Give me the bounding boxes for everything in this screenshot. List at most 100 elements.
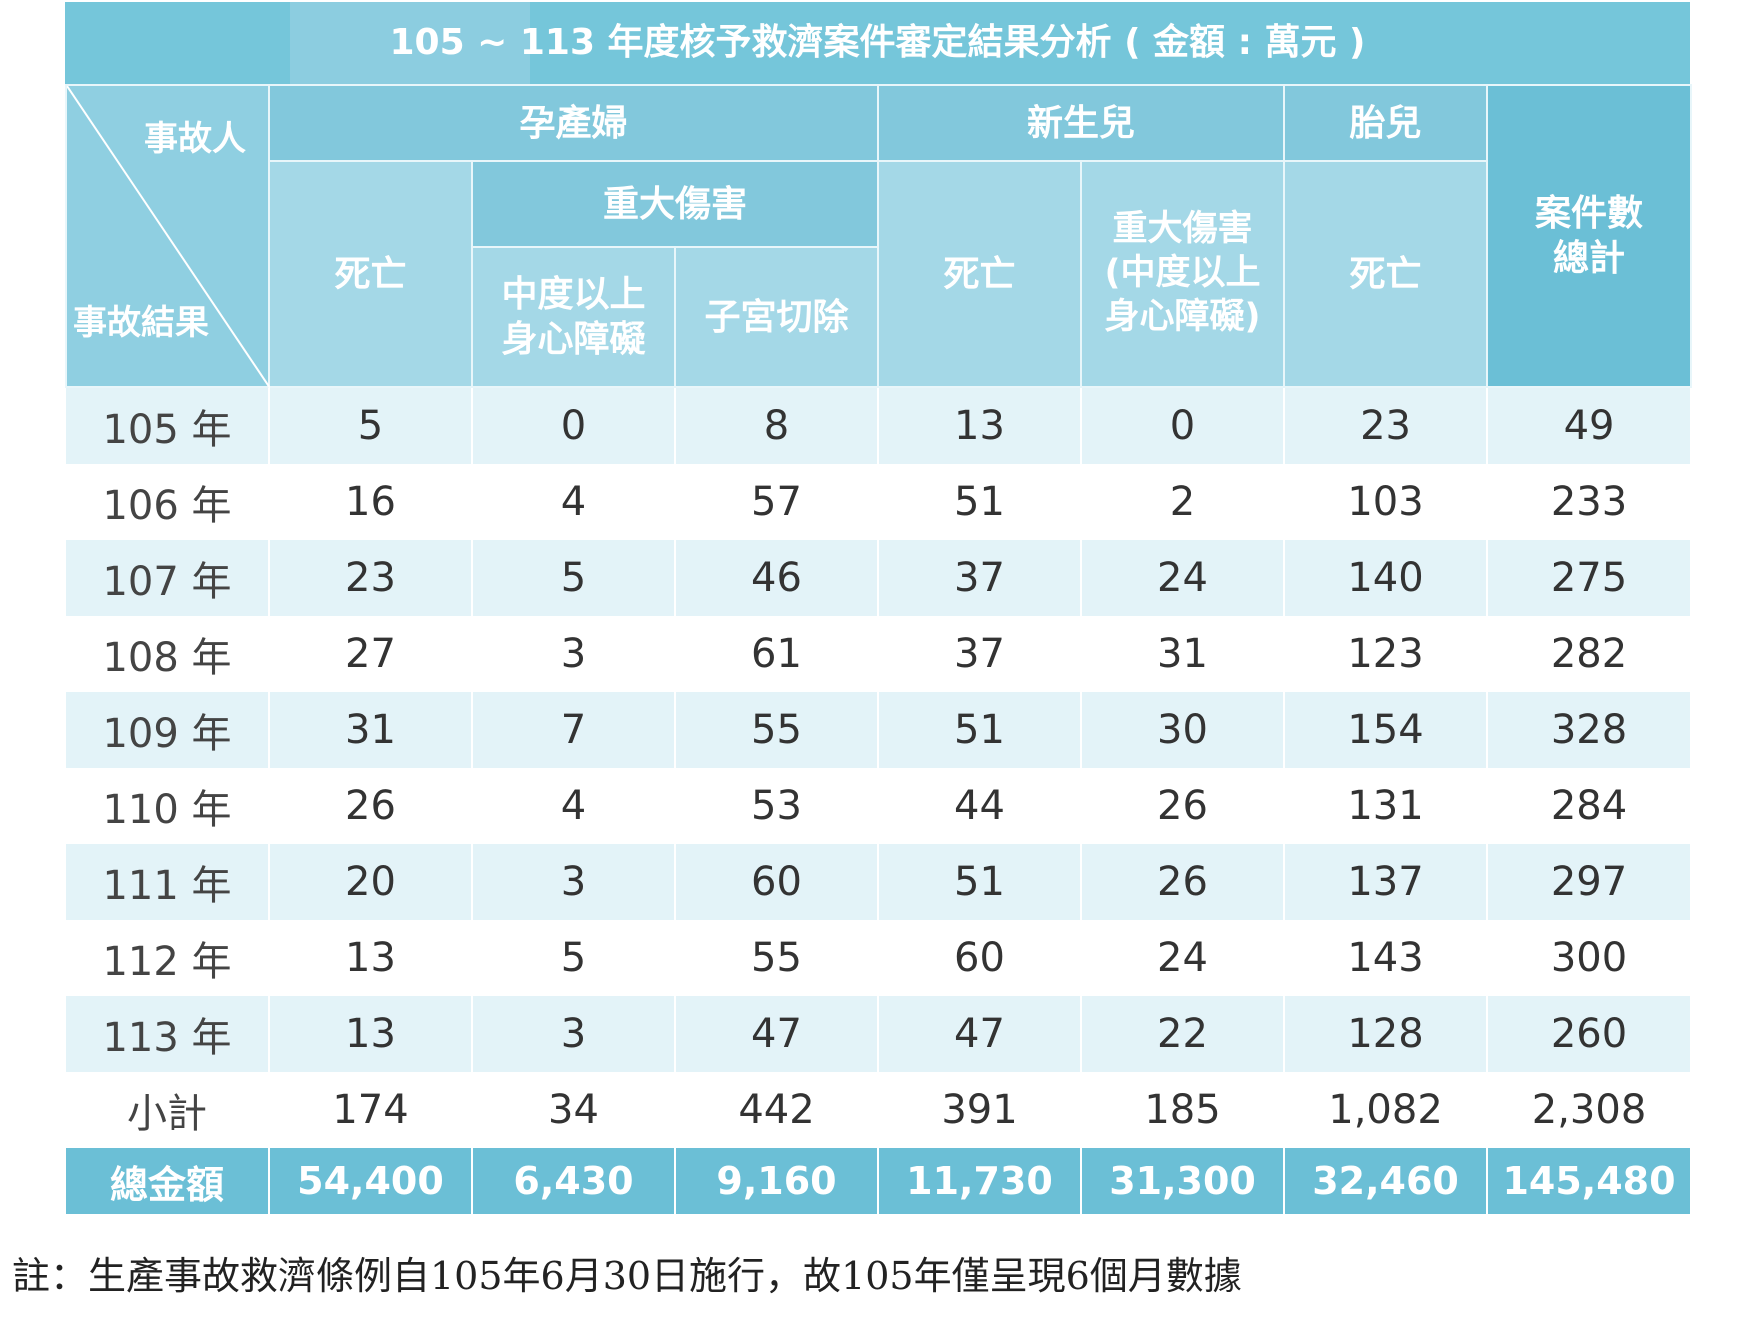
total-amount-row: 總金額 54,400 6,430 9,160 11,730 31,300 32,460 145… [66,1148,1693,1214]
table-row: 111 年 20 3 60 51 26 137 297 [66,844,1693,920]
table-cell: 49 [1487,387,1693,464]
total-amount-cell: 54,400 [269,1148,473,1214]
table-cell: 60 [878,920,1082,996]
table-row: 小計 174 34 442 391 185 1,082 2,308 [66,1072,1693,1148]
table-cell: 37 [878,540,1082,616]
table-cell: 328 [1487,692,1693,768]
table-cell: 4 [472,464,676,540]
table-cell: 51 [878,464,1082,540]
table-cell: 3 [472,996,676,1072]
table-cell: 53 [675,768,879,844]
header-total-cases: 案件數 總計 [1486,84,1693,388]
table-cell: 137 [1284,844,1489,920]
table-row: 113 年 13 3 47 47 22 128 260 [66,996,1693,1072]
header-maternal-hysterectomy: 子宮切除 [674,246,879,388]
table-cell: 140 [1284,540,1489,616]
table-cell: 7 [472,692,676,768]
header-fetus-death: 死亡 [1283,160,1489,388]
header-newborn-death: 死亡 [877,160,1082,388]
table-title-bar: 105 ~ 113 年度核予救濟案件審定結果分析 ( 金額 : 萬元 ) [65,2,1690,84]
table-row: 112 年 13 5 55 60 24 143 300 [66,920,1693,996]
header-maternal-serious-injury: 重大傷害 [471,160,879,248]
row-label: 107 年 [66,540,270,616]
table-cell: 23 [1284,387,1489,464]
table-cell: 55 [675,920,879,996]
table-row: 108 年 27 3 61 37 31 123 282 [66,616,1693,692]
table-cell: 13 [878,387,1082,464]
table-cell: 0 [472,387,676,464]
table-cell: 30 [1081,692,1286,768]
table-cell: 26 [1081,844,1286,920]
row-label: 111 年 [66,844,270,920]
group-header-maternal: 孕產婦 [268,84,879,162]
table-cell: 300 [1487,920,1693,996]
table-cell: 31 [269,692,473,768]
table-cell: 51 [878,844,1082,920]
table-cell: 123 [1284,616,1489,692]
table-cell: 5 [472,540,676,616]
table-cell: 297 [1487,844,1693,920]
table-cell: 22 [1081,996,1286,1072]
footnote: 註：生產事故救濟條例自105年6月30日施行，故105年僅呈現6個月數據 [12,1254,1242,1298]
table-cell: 128 [1284,996,1489,1072]
header-maternal-death: 死亡 [268,160,473,388]
table-cell: 174 [269,1072,473,1148]
table-cell: 1,082 [1284,1072,1489,1148]
table-cell: 5 [472,920,676,996]
table-cell: 55 [675,692,879,768]
table-cell: 47 [675,996,879,1072]
table-cell: 3 [472,844,676,920]
table-cell: 233 [1487,464,1693,540]
total-amount-label: 總金額 [66,1148,270,1214]
table-cell: 3 [472,616,676,692]
row-label: 110 年 [66,768,270,844]
table-cell: 51 [878,692,1082,768]
table-cell: 143 [1284,920,1489,996]
table-cell: 60 [675,844,879,920]
table-cell: 57 [675,464,879,540]
table-cell: 27 [269,616,473,692]
total-amount-cell: 9,160 [675,1148,879,1214]
total-amount-cell: 32,460 [1284,1148,1489,1214]
table-cell: 275 [1487,540,1693,616]
total-amount-cell: 11,730 [878,1148,1082,1214]
table-cell: 8 [675,387,879,464]
corner-header: 事故人 事故結果 [65,84,270,388]
table-cell: 103 [1284,464,1489,540]
total-amount-cell: 6,430 [472,1148,676,1214]
table-cell: 44 [878,768,1082,844]
row-label: 112 年 [66,920,270,996]
table-cell: 24 [1081,920,1286,996]
table-cell: 282 [1487,616,1693,692]
results-table: 事故人 事故結果 孕產婦 新生兒 胎兒 案件數 總計 死亡 重大傷害 死亡 重大… [65,84,1693,1214]
table-cell: 46 [675,540,879,616]
table-cell: 31 [1081,616,1286,692]
table-row: 110 年 26 4 53 44 26 131 284 [66,768,1693,844]
table-cell: 23 [269,540,473,616]
table-cell: 284 [1487,768,1693,844]
corner-header-outcome: 事故結果 [73,302,209,343]
table-cell: 4 [472,768,676,844]
table-cell: 154 [1284,692,1489,768]
table-cell: 5 [269,387,473,464]
table-cell: 2,308 [1487,1072,1693,1148]
group-header-newborn: 新生兒 [876,84,1286,162]
table-cell: 37 [878,616,1082,692]
table-cell: 2 [1081,464,1286,540]
table-cell: 16 [269,464,473,540]
results-table-panel: 105 ~ 113 年度核予救濟案件審定結果分析 ( 金額 : 萬元 ) 事故人… [65,2,1693,1214]
table-cell: 24 [1081,540,1286,616]
table-cell: 34 [472,1072,676,1148]
table-cell: 26 [1081,768,1286,844]
table-cell: 61 [675,616,879,692]
table-cell: 442 [675,1072,879,1148]
header-newborn-serious-injury: 重大傷害 (中度以上 身心障礙) [1079,160,1286,388]
row-label: 109 年 [66,692,270,768]
row-label: 113 年 [66,996,270,1072]
table-cell: 13 [269,996,473,1072]
row-label: 108 年 [66,616,270,692]
table-cell: 47 [878,996,1082,1072]
table-row: 106 年 16 4 57 51 2 103 233 [66,464,1693,540]
table-cell: 0 [1081,387,1286,464]
